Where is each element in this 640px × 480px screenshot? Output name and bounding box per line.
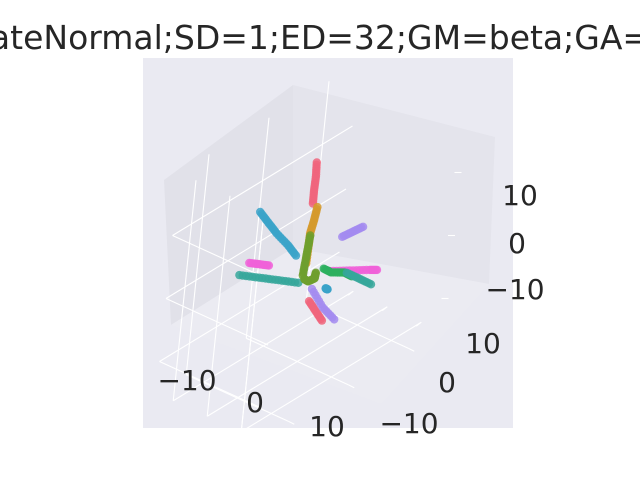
y-tick-label-10: 10 — [465, 327, 501, 360]
z-tick-label-neg10: −10 — [485, 273, 544, 306]
data-point — [372, 265, 382, 275]
data-point — [321, 284, 330, 293]
x-tick-mark — [347, 290, 354, 296]
y-grid-line — [185, 154, 210, 375]
data-point — [291, 251, 301, 260]
y-grid-line — [245, 117, 270, 339]
data-point — [300, 274, 309, 284]
x-grid-line — [206, 195, 231, 417]
data-point — [338, 232, 347, 241]
data-point — [330, 315, 339, 324]
z-grid-line — [172, 125, 353, 236]
z-tick-label-10: 10 — [502, 179, 538, 212]
chart-title: ateNormal;SD=1;ED=32;GM=beta;GA= — [0, 18, 640, 57]
y-tick-mark — [288, 420, 295, 425]
y-tick-label-0: 0 — [438, 366, 456, 399]
z-tick-label-0: 0 — [508, 227, 526, 260]
scatter-points — [235, 158, 382, 325]
data-point — [317, 316, 327, 325]
x-tick-mark — [381, 306, 388, 312]
x-grid-line — [172, 180, 197, 401]
floor-pane — [171, 248, 489, 404]
y-tick-mark — [408, 347, 415, 352]
x-tick-label-0: 0 — [246, 386, 264, 419]
x-tick-label-10: 10 — [309, 410, 345, 443]
data-point — [245, 258, 254, 268]
grid-lines — [159, 81, 462, 433]
data-point — [294, 278, 303, 287]
z-grid-line — [240, 211, 265, 432]
y-tick-label-neg10: −10 — [379, 407, 438, 440]
x-tick-mark — [415, 321, 422, 327]
x-tick-label-neg10: −10 — [157, 364, 216, 397]
data-point — [366, 280, 376, 289]
y-tick-mark — [348, 384, 355, 389]
data-point — [319, 264, 328, 273]
y-grid-line — [186, 374, 289, 422]
